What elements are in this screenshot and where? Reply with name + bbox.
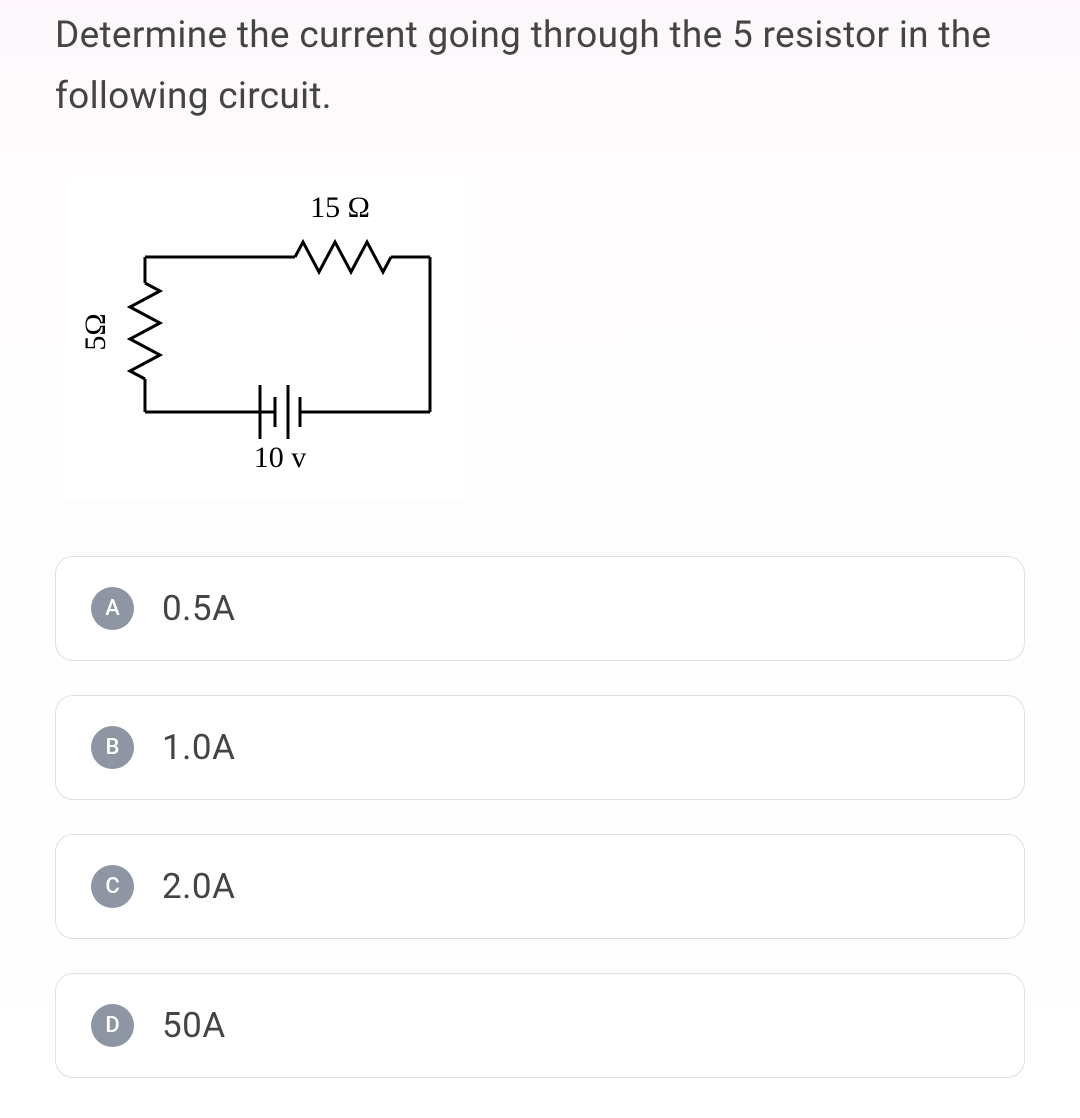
option-text-d: 50A xyxy=(162,1005,226,1046)
label-left-resistor: 5Ω xyxy=(79,313,112,350)
option-d[interactable]: D 50A xyxy=(55,973,1025,1078)
question-text: Determine the current going through the … xyxy=(55,5,1025,127)
option-text-c: 2.0A xyxy=(162,866,235,907)
label-top-resistor: 15 Ω xyxy=(310,191,370,224)
option-badge-c: C xyxy=(91,865,134,908)
option-c[interactable]: C 2.0A xyxy=(55,834,1025,939)
label-voltage: 10 v xyxy=(254,441,307,474)
option-a[interactable]: A 0.5A xyxy=(55,556,1025,661)
option-badge-b: B xyxy=(91,726,134,769)
option-b[interactable]: B 1.0A xyxy=(55,695,1025,800)
options-list: A 0.5A B 1.0A C 2.0A D 50A xyxy=(55,556,1025,1078)
option-text-b: 1.0A xyxy=(162,727,235,768)
option-badge-d: D xyxy=(91,1004,134,1047)
option-badge-a: A xyxy=(91,587,134,630)
circuit-diagram: 15 Ω 5Ω 10 v xyxy=(65,177,465,501)
option-text-a: 0.5A xyxy=(162,588,235,629)
